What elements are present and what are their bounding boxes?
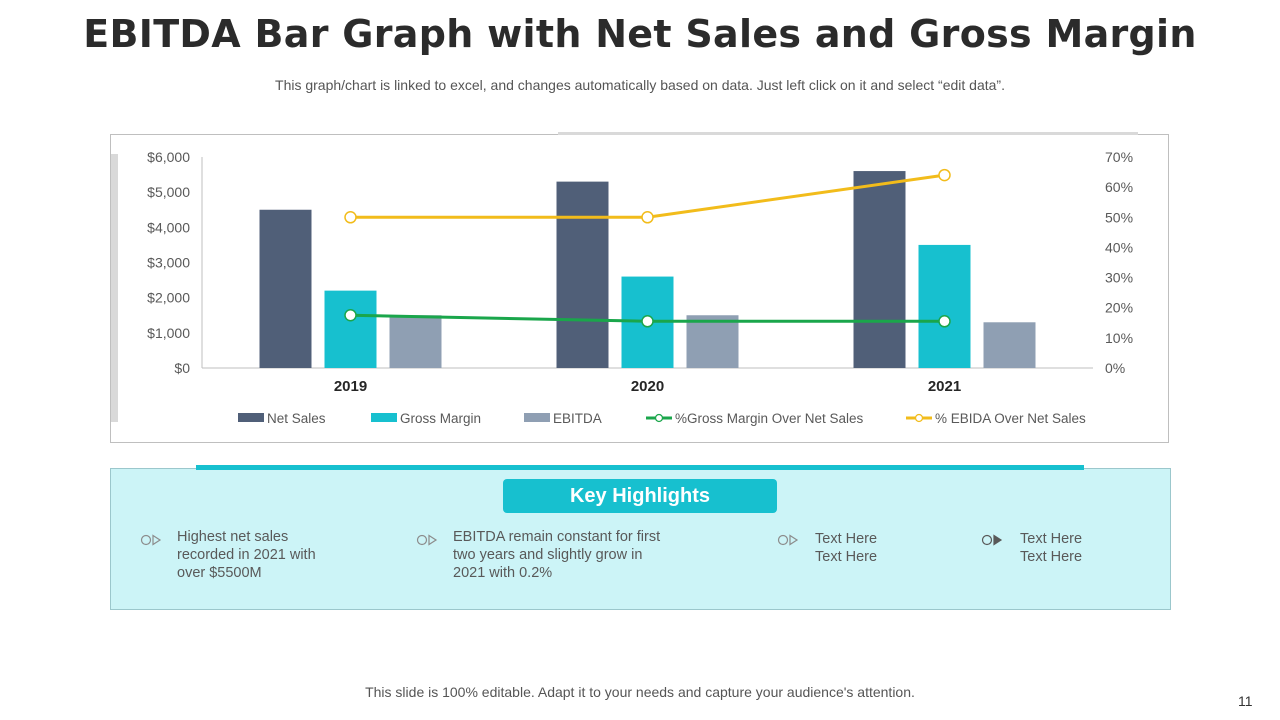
highlight-item-3: Text Here Text Here — [815, 531, 878, 565]
bullet-arrow-icon — [416, 534, 438, 546]
bullet-arrow-icon — [981, 534, 1003, 546]
y-right-tick-label: 50% — [1105, 209, 1133, 225]
bar-net-sales — [556, 181, 609, 368]
legend-label: % EBIDA Over Net Sales — [935, 411, 1086, 426]
bullet-arrow-icon — [140, 534, 162, 546]
x-category-label: 2019 — [334, 378, 367, 395]
legend-swatch — [238, 413, 264, 422]
y-left-tick-label: $6,000 — [147, 149, 190, 165]
bar-net-sales — [259, 209, 312, 368]
legend-label: Net Sales — [267, 411, 326, 426]
y-right-tick-label: 40% — [1105, 239, 1133, 255]
chart-top-accent — [558, 132, 1138, 135]
legend-swatch — [524, 413, 550, 422]
legend-marker — [914, 413, 924, 423]
highlights-accent-bar — [196, 465, 1084, 470]
bar-ebitda — [686, 315, 739, 368]
legend-label: %Gross Margin Over Net Sales — [675, 411, 864, 426]
bar-ebitda — [983, 322, 1036, 368]
legend-label: Gross Margin — [400, 411, 481, 426]
y-left-tick-label: $4,000 — [147, 219, 190, 235]
y-right-tick-label: 70% — [1105, 149, 1133, 165]
bar-ebitda — [389, 315, 442, 368]
slide-subtitle: This graph/chart is linked to excel, and… — [275, 77, 1005, 93]
y-left-tick-label: $3,000 — [147, 255, 190, 271]
chart-decor-bar — [111, 154, 118, 422]
line-marker — [641, 211, 654, 224]
bar-gross-margin — [918, 244, 971, 368]
line-marker — [938, 168, 951, 182]
highlight-item-2: EBITDA remain constant for first two yea… — [453, 529, 661, 581]
y-left-tick-label: $2,000 — [147, 290, 190, 306]
legend-marker — [654, 413, 664, 423]
highlight-item-4: Text Here Text Here — [1020, 531, 1083, 565]
bar-gross-margin — [324, 290, 377, 368]
line-marker — [938, 315, 951, 328]
legend-label: EBITDA — [553, 411, 602, 426]
y-left-tick-label: $0 — [174, 360, 190, 376]
key-highlights-header: Key Highlights — [503, 479, 777, 513]
bar-net-sales — [853, 171, 906, 368]
x-category-label: 2020 — [631, 378, 664, 395]
line-marker — [641, 315, 654, 328]
y-right-tick-label: 30% — [1105, 270, 1133, 286]
highlight-item-1: Highest net sales recorded in 2021 with … — [177, 529, 316, 581]
y-right-tick-label: 20% — [1105, 300, 1133, 316]
y-right-tick-label: 60% — [1105, 179, 1133, 195]
combo-chart[interactable]: $0 $1,000 $2,000 $3,000 $4,000 $5,000 $6,000 0%… — [0, 0, 1280, 460]
slide-footer: This slide is 100% editable. Adapt it to… — [365, 684, 915, 700]
bullet-arrow-icon — [777, 534, 799, 546]
slide-title: EBITDA Bar Graph with Net Sales and Gros… — [83, 12, 1197, 56]
line-marker — [344, 211, 357, 224]
y-left-tick-label: $5,000 — [147, 184, 190, 200]
y-left-tick-label: $1,000 — [147, 325, 190, 341]
page-number: 11 — [1238, 693, 1253, 709]
x-category-label: 2021 — [928, 378, 961, 395]
line-marker — [344, 309, 357, 322]
y-right-tick-label: 10% — [1105, 330, 1133, 346]
legend-swatch — [371, 413, 397, 422]
y-right-tick-label: 0% — [1105, 360, 1125, 376]
